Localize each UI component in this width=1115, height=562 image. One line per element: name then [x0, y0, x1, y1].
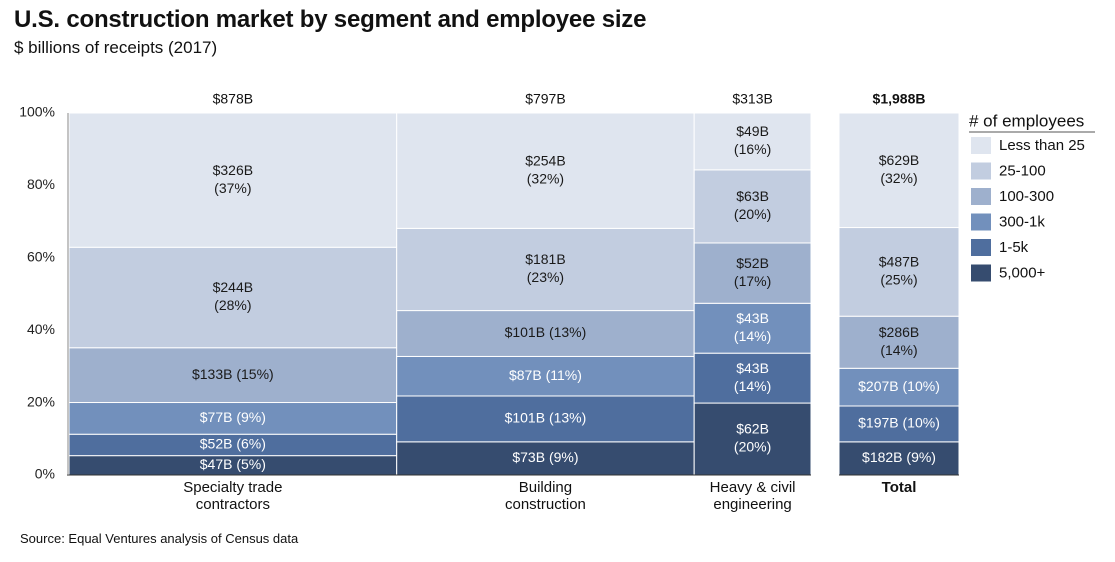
bar-segment — [838, 367, 960, 407]
bar-segment — [693, 302, 812, 354]
y-tick-label: 80% — [27, 176, 55, 192]
bar-segment — [68, 112, 398, 248]
bar-segment — [68, 402, 398, 435]
legend-swatch — [971, 162, 991, 180]
data-label: $52B (17%) — [734, 255, 771, 289]
bar-segment — [838, 315, 960, 369]
bar-segment — [693, 169, 812, 244]
chart-subtitle: $ billions of receipts (2017) — [14, 38, 218, 57]
y-tick-label: 40% — [27, 321, 55, 337]
bar-segment — [396, 395, 695, 443]
category-label: Building construction — [505, 479, 586, 513]
data-label: $181B (23%) — [525, 251, 565, 285]
category-label: Specialty trade contractors — [183, 479, 282, 513]
y-tick-label: 100% — [19, 104, 55, 120]
data-label: $133B (15%) — [192, 366, 274, 382]
data-label: $52B (6%) — [200, 436, 266, 452]
legend-label: Less than 25 — [999, 137, 1085, 154]
y-tick-label: 20% — [27, 393, 55, 409]
bar-segment — [838, 441, 960, 476]
data-label: $487B (25%) — [879, 254, 919, 288]
data-label: $244B (28%) — [213, 279, 253, 313]
chart-title: U.S. construction market by segment and … — [14, 6, 647, 33]
bar-segment — [396, 112, 695, 229]
data-label: $43B (14%) — [734, 310, 771, 344]
data-label: $286B (14%) — [879, 324, 919, 358]
column-total-label: $1,988B — [873, 91, 926, 107]
bar-segment — [68, 347, 398, 404]
data-label: $43B (14%) — [734, 360, 771, 394]
bar-segment — [838, 405, 960, 443]
column-total-label: $313B — [732, 91, 772, 107]
data-label: $254B (32%) — [525, 152, 565, 186]
y-tick-label: 0% — [35, 466, 55, 482]
column-total-label: $797B — [525, 91, 565, 107]
legend-label: 5,000+ — [999, 264, 1046, 281]
legend-label: 100-300 — [999, 188, 1054, 205]
bar-segment — [693, 112, 812, 171]
data-label: $73B (9%) — [512, 449, 578, 465]
legend-swatch — [971, 239, 991, 256]
data-label: $49B (16%) — [734, 123, 771, 157]
legend-label: 25-100 — [999, 162, 1046, 179]
legend-label: 300-1k — [999, 213, 1045, 230]
data-label: $47B (5%) — [200, 456, 266, 472]
bar-segment — [396, 310, 695, 357]
legend-title: # of employees — [969, 111, 1084, 130]
data-label: $63B (20%) — [734, 188, 771, 222]
bar-segment — [693, 352, 812, 404]
data-label: $326B (37%) — [213, 162, 253, 196]
legend-swatch — [971, 213, 991, 231]
legend-label: 1-5k — [999, 239, 1029, 256]
bar-segment — [396, 227, 695, 312]
column-total-label: $878B — [213, 91, 253, 107]
category-label: Total — [882, 479, 917, 496]
data-label: $629B (32%) — [879, 152, 919, 186]
data-label: $101B (13%) — [505, 410, 587, 426]
bar-segment — [838, 112, 960, 229]
data-label: $182B (9%) — [862, 449, 936, 465]
data-label: $77B (9%) — [200, 409, 266, 425]
data-label: $197B (10%) — [858, 415, 940, 431]
data-label: $101B (13%) — [505, 324, 587, 340]
y-tick-label: 60% — [27, 249, 55, 265]
bar-segment — [838, 227, 960, 317]
legend-swatch — [971, 188, 991, 205]
legend-swatch — [971, 137, 991, 154]
data-label: $207B (10%) — [858, 378, 940, 394]
legend-swatch — [971, 264, 991, 282]
category-label: Heavy & civil engineering — [710, 479, 796, 513]
data-label: $87B (11%) — [509, 367, 582, 383]
source-note: Source: Equal Ventures analysis of Censu… — [20, 531, 299, 546]
data-label: $62B (20%) — [734, 421, 771, 455]
